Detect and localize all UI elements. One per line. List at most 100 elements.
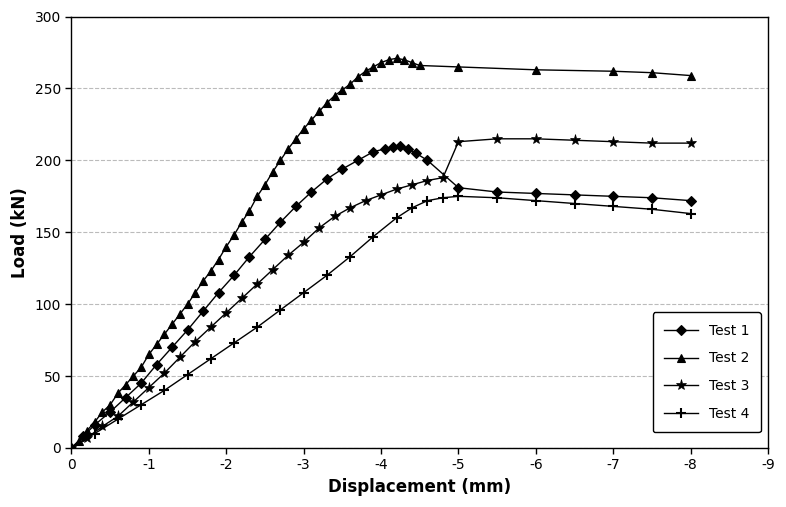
Test 1 (647, 195, 656, 201)
Test 1 (531, 191, 541, 197)
Test 4 (230, 340, 239, 346)
Test 2 (647, 69, 656, 76)
X-axis label: Displacement (mm): Displacement (mm) (329, 478, 512, 496)
Test 1 (214, 289, 223, 296)
Test 1 (79, 433, 88, 440)
Test 2 (345, 81, 354, 87)
Test 3 (67, 445, 76, 451)
Test 1 (167, 344, 177, 350)
Test 4 (423, 198, 432, 204)
Test 3 (237, 296, 247, 302)
Test 4 (492, 195, 501, 201)
Test 3 (314, 225, 324, 231)
Test 3 (299, 239, 308, 245)
Test 3 (376, 192, 386, 198)
Test 1 (411, 150, 421, 156)
Test 4 (160, 387, 169, 393)
Test 3 (144, 384, 153, 390)
Test 4 (252, 324, 262, 330)
Test 1 (276, 219, 285, 225)
Test 3 (97, 423, 107, 429)
Test 3 (160, 370, 169, 376)
Test 3 (268, 267, 277, 273)
Test 2 (391, 55, 401, 61)
Test 3 (330, 213, 340, 220)
Test 3 (647, 140, 656, 146)
Test 3 (391, 186, 401, 192)
Test 2 (190, 289, 200, 296)
Line: Test 2: Test 2 (68, 54, 695, 452)
Test 1 (244, 254, 254, 260)
Test 2 (183, 301, 193, 307)
Test 4 (531, 198, 541, 204)
Test 1 (137, 380, 146, 386)
Test 4 (369, 234, 378, 240)
Test 1 (686, 198, 696, 204)
Test 1 (403, 146, 413, 152)
Test 4 (322, 272, 332, 278)
Test 4 (647, 206, 656, 212)
Test 4 (439, 195, 448, 201)
Test 1 (388, 144, 398, 151)
Test 1 (322, 176, 332, 182)
Test 1 (570, 192, 579, 198)
Test 1 (260, 236, 270, 242)
Test 1 (230, 272, 239, 278)
Test 1 (608, 193, 618, 199)
Test 1 (492, 189, 501, 195)
Test 3 (113, 413, 123, 419)
Test 3 (284, 252, 293, 258)
Test 3 (686, 140, 696, 146)
Test 1 (291, 203, 300, 209)
Test 3 (222, 310, 231, 316)
Test 1 (121, 394, 130, 401)
Test 1 (152, 361, 161, 368)
Test 4 (686, 210, 696, 216)
Test 3 (190, 339, 200, 345)
Line: Test 3: Test 3 (66, 133, 696, 453)
Test 4 (206, 356, 215, 362)
Test 3 (361, 198, 370, 204)
Test 1 (105, 409, 115, 415)
Test 4 (113, 416, 123, 422)
Test 2 (322, 100, 332, 106)
Test 1 (183, 327, 193, 333)
Line: Test 1: Test 1 (68, 142, 694, 451)
Test 4 (570, 200, 579, 206)
Y-axis label: Load (kN): Load (kN) (11, 187, 29, 278)
Test 2 (67, 445, 76, 451)
Test 4 (345, 254, 354, 260)
Test 4 (407, 205, 417, 211)
Test 3 (570, 137, 579, 143)
Test 3 (531, 136, 541, 142)
Test 1 (380, 146, 390, 152)
Test 1 (198, 308, 208, 314)
Test 1 (353, 157, 362, 163)
Test 4 (391, 215, 401, 221)
Test 3 (345, 205, 354, 211)
Test 4 (67, 445, 76, 451)
Test 3 (83, 435, 92, 441)
Test 4 (137, 402, 146, 408)
Test 3 (439, 174, 448, 180)
Test 3 (129, 399, 138, 405)
Test 1 (395, 143, 405, 149)
Test 1 (67, 445, 76, 451)
Test 3 (492, 136, 501, 142)
Legend: Test 1, Test 2, Test 3, Test 4: Test 1, Test 2, Test 3, Test 4 (652, 312, 761, 432)
Test 3 (608, 138, 618, 144)
Test 1 (338, 166, 347, 172)
Test 4 (608, 203, 618, 209)
Test 3 (175, 354, 185, 360)
Test 3 (206, 324, 215, 330)
Test 1 (90, 422, 99, 428)
Test 4 (183, 372, 193, 378)
Test 1 (454, 185, 463, 191)
Test 3 (407, 182, 417, 188)
Line: Test 4: Test 4 (67, 192, 696, 453)
Test 1 (369, 149, 378, 155)
Test 2 (152, 341, 161, 347)
Test 4 (299, 289, 308, 296)
Test 1 (307, 189, 316, 195)
Test 3 (423, 177, 432, 184)
